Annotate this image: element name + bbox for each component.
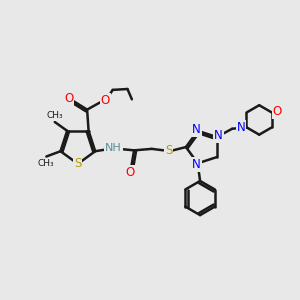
Text: O: O xyxy=(64,92,74,105)
Text: N: N xyxy=(214,129,223,142)
Text: S: S xyxy=(74,157,82,170)
Text: N: N xyxy=(192,158,201,171)
Text: CH₃: CH₃ xyxy=(46,111,63,120)
Text: CH₃: CH₃ xyxy=(38,158,54,167)
Text: N: N xyxy=(237,122,245,134)
Text: O: O xyxy=(273,106,282,118)
Text: NH: NH xyxy=(105,143,122,153)
Text: S: S xyxy=(165,144,172,157)
Text: O: O xyxy=(100,94,110,107)
Text: O: O xyxy=(125,166,135,179)
Text: N: N xyxy=(192,123,201,136)
